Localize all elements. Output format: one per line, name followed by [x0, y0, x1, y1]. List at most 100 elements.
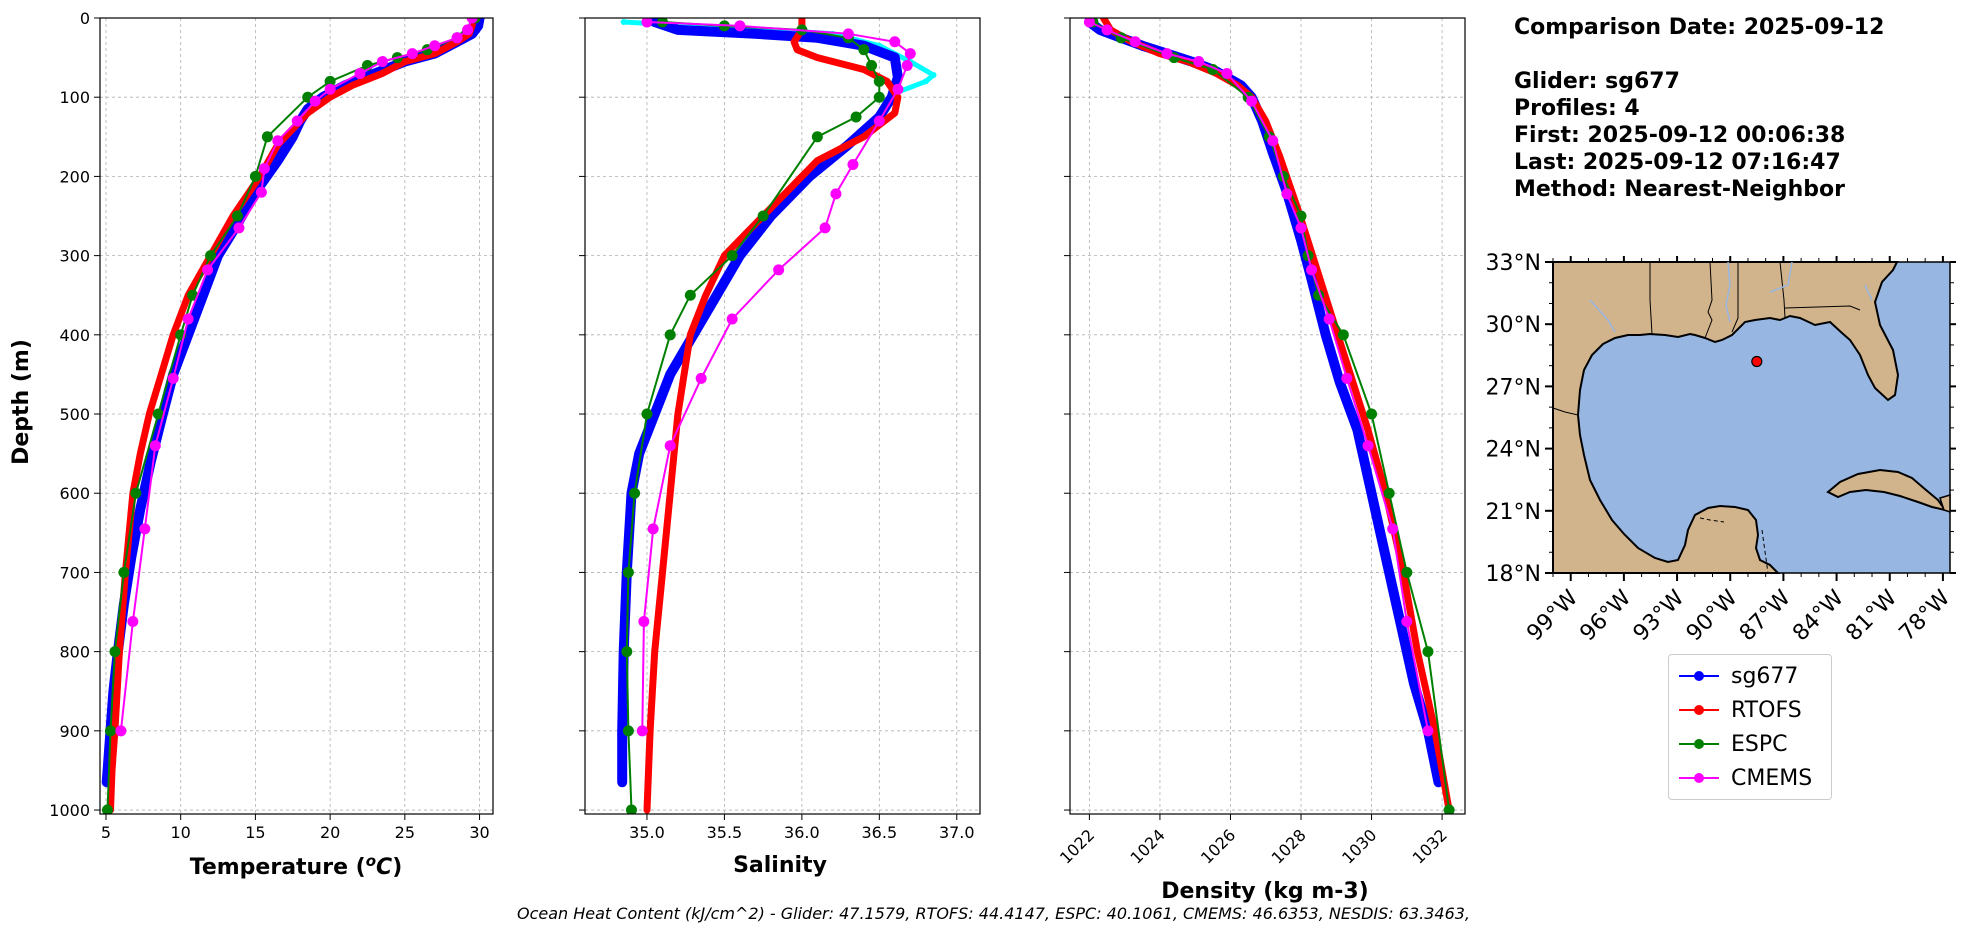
data-layer [101, 18, 485, 814]
glider-location-marker [1751, 355, 1763, 368]
x-tick-label: 30 [469, 823, 489, 842]
map-lon-label: 96°W [1576, 585, 1637, 646]
map-lat-label: 30°N [1486, 313, 1541, 338]
x-axis-label-temperature: Temperature (oC) [190, 852, 403, 880]
data-point-espc [187, 289, 199, 301]
y-tick-label: 400 [59, 326, 90, 345]
data-point-espc [625, 804, 637, 814]
data-point-espc [757, 210, 769, 222]
data-point-cmems [1362, 440, 1374, 452]
data-point-espc [629, 487, 641, 499]
legend-label: CMEMS [1731, 765, 1813, 791]
y-tick-label: 300 [59, 247, 90, 266]
method: Method: Nearest-Neighbor [1514, 177, 1845, 202]
data-point-cmems [1401, 616, 1413, 628]
data-point-cmems [636, 725, 648, 737]
data-point-cmems [1246, 95, 1258, 107]
data-point-cmems [892, 83, 904, 95]
data-layer [617, 18, 937, 814]
y-tick-label: 500 [59, 405, 90, 424]
data-point-cmems [1295, 222, 1307, 234]
x-tick-label: 36.5 [862, 823, 898, 842]
data-point-espc [850, 111, 862, 123]
data-point-cmems [830, 188, 842, 200]
legend-item-cmems: CMEMS [1677, 763, 1812, 793]
data-point-cmems [139, 523, 151, 535]
legend-marker [1694, 671, 1704, 681]
data-point-cmems [167, 372, 179, 384]
legend-swatch [1677, 666, 1721, 686]
map-lon-label: 93°W [1629, 585, 1690, 646]
location-map: 99°W96°W93°W90°W87°W84°W81°W78°W 33°N 30°N… [1486, 251, 1956, 646]
data-point-cmems [309, 95, 321, 107]
comparison-date: Comparison Date: 2025-09-12 [1514, 15, 1885, 40]
data-point-glider-raw [620, 18, 627, 25]
legend-marker [1694, 739, 1704, 749]
data-point-espc [205, 250, 217, 262]
series-line-cmems [641, 21, 912, 732]
ocean-heat-content-footer: Ocean Heat Content (kJ/cm^2) - Glider: 4… [516, 904, 1471, 923]
x-tick-label: 1032 [1409, 825, 1451, 867]
data-point-espc [104, 725, 116, 737]
data-point-cmems [149, 440, 161, 452]
x-axis-label-density: Density (kg m-3) [1161, 879, 1369, 904]
data-point-espc [1401, 566, 1413, 578]
series-line-rtofs [643, 18, 902, 814]
data-point-espc [152, 408, 164, 420]
series-line-sg677 [617, 18, 903, 788]
data-point-cmems [1387, 523, 1399, 535]
data-point-espc [811, 131, 823, 143]
x-tick-label: 25 [395, 823, 415, 842]
data-point-cmems [291, 115, 303, 127]
density-panel: 1022 1024 1026 1028 1030 1032 [1056, 17, 1466, 868]
series-line-cmems [1088, 21, 1429, 732]
data-point-cmems [406, 48, 418, 60]
data-point-cmems [127, 616, 139, 628]
x-axis-label-salinity: Salinity [733, 853, 827, 878]
map-lon-label: 84°W [1788, 585, 1849, 646]
data-layer [1083, 18, 1455, 814]
x-tick-label: 35.5 [707, 823, 743, 842]
data-point-espc [1443, 804, 1455, 814]
data-point-cmems [1267, 135, 1279, 147]
x-tick-label: 35.0 [629, 823, 665, 842]
data-point-cmems [233, 222, 245, 234]
data-point-cmems [638, 616, 650, 628]
map-lon-label: 81°W [1841, 585, 1902, 646]
data-point-cmems [842, 28, 854, 40]
data-point-espc [684, 289, 696, 301]
data-point-cmems [429, 40, 441, 52]
data-point-cmems [773, 264, 785, 276]
map-lat-label: 18°N [1486, 562, 1541, 587]
data-point-cmems [202, 264, 214, 276]
data-point-espc [261, 131, 273, 143]
x-tick-label: 1022 [1056, 825, 1098, 867]
data-point-cmems [1193, 56, 1205, 68]
data-point-espc [1337, 329, 1349, 341]
legend-swatch [1677, 700, 1721, 720]
salinity-panel: 35.0 35.5 36.0 36.5 37.0 [579, 17, 981, 842]
map-land-hispaniola [1939, 493, 1951, 514]
map-state-borders [1552, 261, 1861, 574]
data-point-cmems [901, 60, 913, 72]
glider-name: Glider: sg677 [1514, 69, 1680, 94]
y-axis-label: Depth (m) [9, 339, 34, 465]
map-lon-label: 78°W [1895, 585, 1956, 646]
y-tick-label: 600 [59, 484, 90, 503]
data-point-espc [726, 250, 738, 262]
data-point-cmems [1306, 264, 1318, 276]
data-point-cmems [664, 440, 676, 452]
data-point-cmems [354, 67, 366, 79]
data-point-espc [1422, 646, 1434, 658]
data-point-espc [664, 329, 676, 341]
data-point-espc [1366, 408, 1378, 420]
plot-frame [99, 17, 494, 815]
data-point-glider-raw [930, 72, 937, 79]
y-tick-label: 700 [59, 563, 90, 582]
data-point-cmems [1161, 48, 1173, 60]
x-tick-label: 36.0 [784, 823, 820, 842]
legend-marker [1694, 773, 1704, 783]
series-line-espc [625, 21, 881, 811]
info-panel: Comparison Date: 2025-09-12 Glider: sg67… [1514, 14, 1884, 203]
legend-item-rtofs: RTOFS [1677, 695, 1802, 725]
